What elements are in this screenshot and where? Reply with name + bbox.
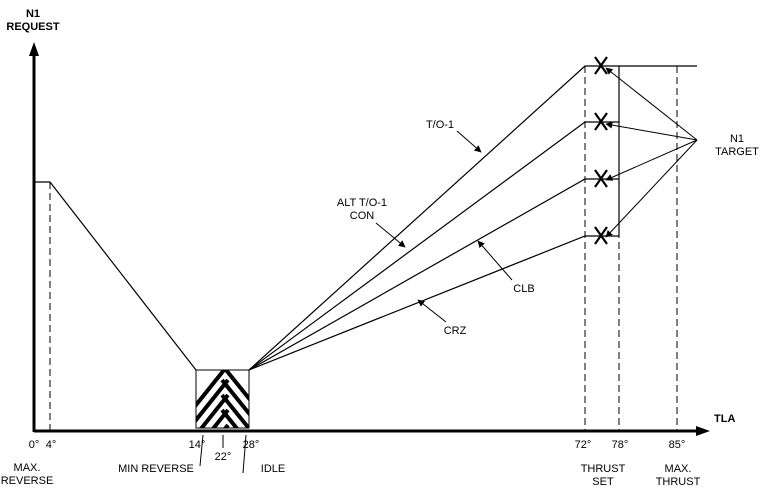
to1-line [248,65,697,371]
tick-22deg: 22° [215,451,232,463]
x-mark-icon [594,56,608,75]
n1-target-arrows [605,67,698,238]
clb-line [248,178,619,371]
n1-target-line1: N1 [730,133,744,145]
thrust-set-line2: SET [592,476,614,488]
hatch-tick-marks [199,434,247,474]
tick-78deg: 78° [612,439,629,451]
tick-0deg: 0° [29,439,40,451]
tick-72deg: 72° [575,439,592,451]
curve-label-leaders [375,130,513,323]
x-mark-icon [594,169,608,188]
max-thrust-line1: MAX. [665,463,692,475]
max-reverse-line2: REVERSE [1,475,54,487]
thrust-set-line1: THRUST [581,463,626,475]
y-axis-title-line2: REQUEST [6,21,59,33]
alt-to1-label-line1: ALT T/O-1 [337,197,387,209]
reverse-line [34,181,197,371]
n1-target-line2: TARGET [715,146,759,158]
y-axis-title-line1: N1 [26,8,40,20]
tick-14deg: 14° [189,439,206,451]
to1-label: T/O-1 [426,119,454,131]
target-marks [594,56,608,245]
clb-label: CLB [513,283,534,295]
tick-28deg: 28° [243,439,260,451]
min-reverse-label: MIN REVERSE [118,463,194,475]
idle-label: IDLE [261,463,285,475]
y-axis-arrow-icon [29,42,39,56]
crz-label: CRZ [444,325,467,337]
x-axis-arrow-icon [696,426,710,436]
tick-85deg: 85° [669,439,686,451]
crz-line [248,235,619,371]
alt-to1-label-line2: CON [350,210,375,222]
reverse-idle-hatch [195,369,250,429]
max-reverse-line1: MAX. [14,462,41,474]
tick-4deg: 4° [46,439,57,451]
alt-to1-con-line [248,121,619,371]
x-mark-icon [594,112,608,131]
x-axis-title: TLA [714,413,735,425]
x-mark-icon [594,226,608,245]
max-thrust-line2: THRUST [656,476,701,488]
